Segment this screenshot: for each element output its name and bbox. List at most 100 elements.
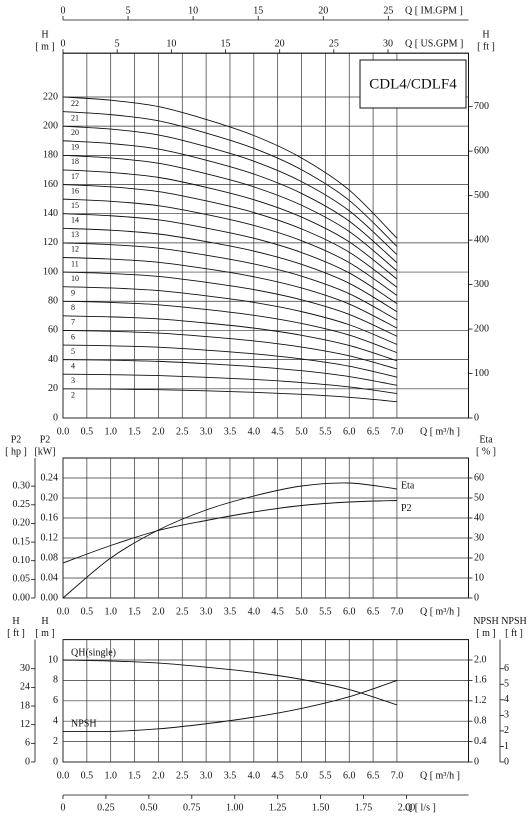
y-tick-label: 0.16 [41, 512, 59, 523]
curve [62, 679, 398, 733]
curve [62, 344, 398, 378]
x-tick-label: 0.50 [140, 802, 158, 813]
y-tick-label: 60 [48, 325, 58, 336]
y-axis-unit: [ ft ] [505, 628, 523, 639]
curve-label: 21 [71, 113, 79, 122]
curve [62, 482, 397, 599]
y-axis-unit: [ hp ] [5, 446, 27, 457]
y-tick-label: 3 [504, 710, 509, 721]
y-tick-label: 0.00 [13, 592, 31, 603]
y-axis-label: H [12, 616, 19, 627]
x-tick-label: 7.0 [391, 770, 404, 781]
y-axis-unit: [ ft ] [477, 41, 495, 52]
y-tick-label: 200 [474, 323, 489, 334]
x-tick-label: 3.0 [200, 426, 213, 437]
y-tick-label: 4 [504, 694, 509, 705]
curve [62, 198, 398, 296]
y-tick-label: 0 [25, 756, 30, 767]
y-tick-label: 600 [474, 145, 489, 156]
curve [62, 213, 398, 304]
y-axis-label: H [482, 29, 489, 40]
x-tick-label: 1.0 [104, 606, 117, 617]
y-tick-label: 5 [504, 679, 509, 690]
x-tick-label: 4.0 [248, 770, 261, 781]
y-tick-label: 0.30 [13, 480, 31, 491]
x-tick-label: 7.0 [391, 606, 404, 617]
x-tick-label: 10 [188, 5, 198, 16]
chart-title: CDL4/CDLF4 [369, 76, 457, 92]
y-tick-label: 20 [48, 383, 58, 394]
x-tick-label: 0.5 [81, 606, 94, 617]
y-tick-label: 10 [48, 654, 58, 665]
y-tick-label: 6 [53, 695, 58, 706]
x-axis-label: Q [ m³/h ] [420, 770, 460, 781]
y-tick-label: 400 [474, 234, 489, 245]
x-axis-label: Q [ IM.GPM ] [405, 5, 463, 16]
curve-label: 12 [71, 245, 79, 254]
curve [62, 388, 397, 403]
curve [62, 140, 398, 264]
x-tick-label: 0 [61, 5, 66, 16]
curve-label: 20 [71, 128, 79, 137]
curve [62, 169, 398, 280]
x-tick-label: 1.0 [104, 426, 117, 437]
y-tick-label: 500 [474, 190, 489, 201]
y-tick-label: 100 [43, 266, 58, 277]
y-tick-label: 2 [53, 736, 58, 747]
x-tick-label: 1.5 [128, 426, 141, 437]
y-tick-label: 8 [53, 675, 58, 686]
x-tick-label: 1.5 [128, 606, 141, 617]
y-tick-label: 120 [43, 237, 58, 248]
y-tick-label: 0.20 [41, 492, 59, 503]
x-tick-label: 5.0 [295, 426, 308, 437]
curve-label: 3 [71, 376, 75, 385]
y-tick-label: 0.20 [13, 518, 31, 529]
curve [62, 329, 398, 370]
y-tick-label: 200 [43, 120, 58, 131]
x-tick-label: 10 [166, 38, 176, 49]
curve-label: 10 [71, 274, 79, 283]
y-tick-label: 0 [53, 756, 58, 767]
y-axis-label: P2 [40, 434, 51, 445]
x-tick-label: 2.5 [176, 770, 189, 781]
x-tick-label: 4.0 [248, 606, 261, 617]
x-tick-label: 0 [61, 802, 66, 813]
y-tick-label: 0 [474, 412, 479, 423]
x-tick-label: 0.0 [57, 426, 70, 437]
curve [62, 659, 398, 706]
x-tick-label: 0.5 [81, 770, 94, 781]
y-tick-label: 0.00 [41, 592, 59, 603]
x-axis-label: Q [ US.GPM ] [405, 38, 463, 49]
y-axis-label: Eta [479, 434, 493, 445]
curve-label: NPSH [71, 719, 97, 730]
x-tick-label: 5.5 [319, 426, 332, 437]
x-tick-label: 3.0 [200, 606, 213, 617]
curve [62, 271, 398, 337]
curve [62, 125, 398, 255]
y-tick-label: 30 [20, 663, 30, 674]
y-tick-label: 100 [474, 368, 489, 379]
curve [62, 257, 398, 329]
x-tick-label: 6.5 [367, 770, 380, 781]
y-tick-label: 80 [48, 296, 58, 307]
x-tick-label: 25 [383, 5, 393, 16]
x-axis-label: Q [ l/s ] [405, 802, 436, 813]
curve-label: 6 [71, 332, 75, 341]
y-tick-label: 0 [504, 756, 509, 767]
y-tick-label: 140 [43, 208, 58, 219]
title-box [359, 59, 467, 109]
curve [62, 227, 398, 313]
x-tick-label: 2.00 [398, 802, 416, 813]
y-tick-label: 60 [474, 472, 484, 483]
curve-label: QH(single) [71, 647, 116, 658]
x-tick-label: 0.0 [57, 606, 70, 617]
y-tick-label: 20 [474, 552, 484, 563]
curve-label: 2 [71, 391, 75, 400]
y-tick-label: 24 [20, 682, 30, 693]
curve [62, 500, 397, 564]
x-tick-label: 4.5 [271, 426, 284, 437]
y-tick-label: 0.25 [13, 499, 31, 510]
y-tick-label: 0.4 [474, 736, 487, 747]
curve-label: 18 [71, 157, 79, 166]
y-tick-label: 0 [474, 756, 479, 767]
